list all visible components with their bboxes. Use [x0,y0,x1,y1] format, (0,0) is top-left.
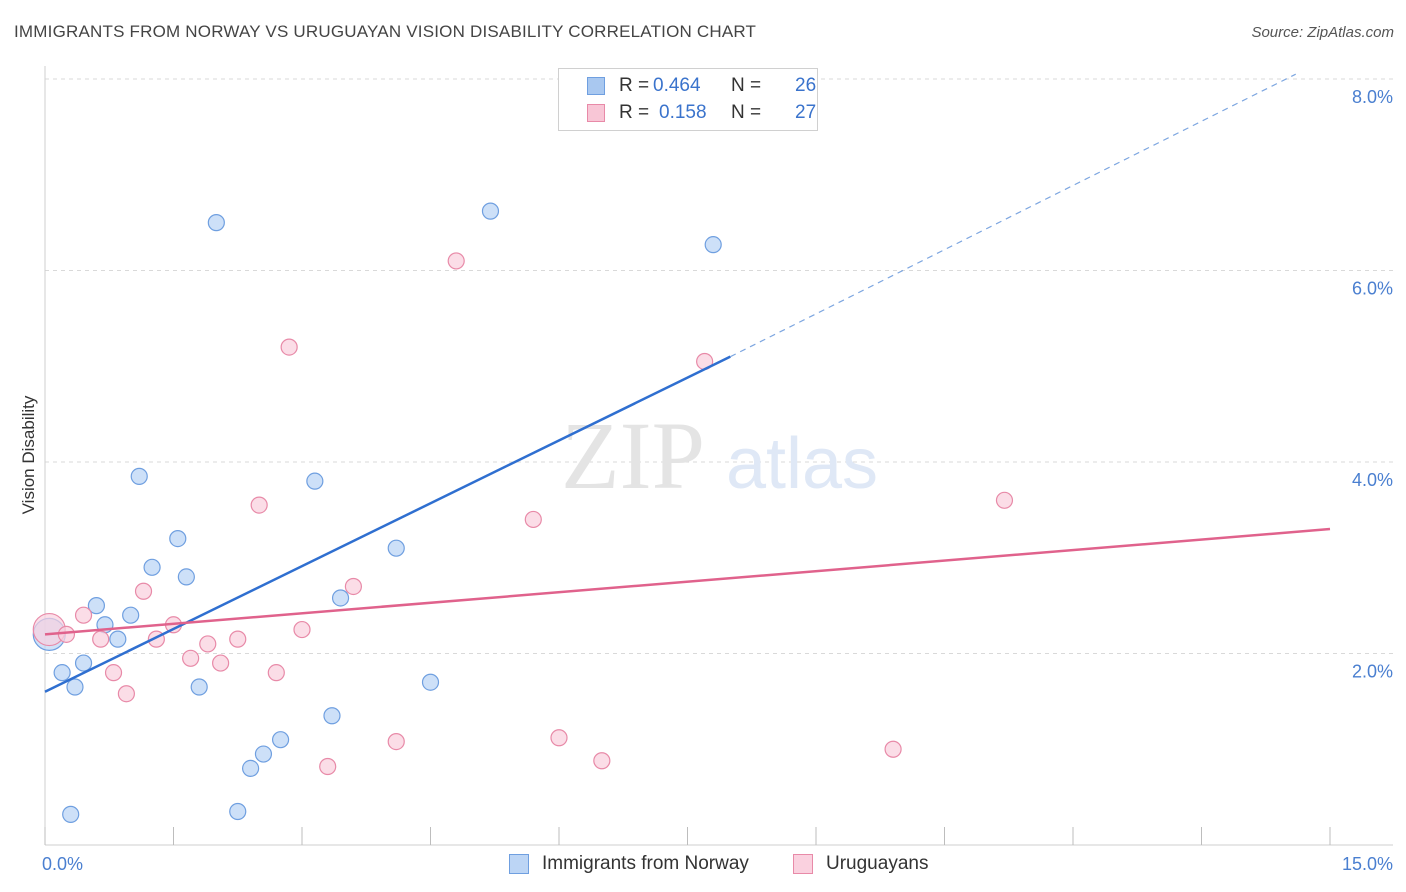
y-tick-label: 2.0% [1352,662,1393,682]
norway-point [271,731,290,749]
legend-swatch-uruguayans [587,104,605,122]
y-tick-label: 4.0% [1352,470,1393,490]
axes [44,66,1393,846]
norway-point [387,539,405,557]
legend-r-value: 0.464 [653,75,701,96]
uruguayan-trend-line [44,527,1331,636]
watermark-zip: ZIP [561,402,705,509]
y-tick-labels: 2.0% 4.0% 6.0% 8.0% [1352,87,1393,682]
stats-legend: R = 0.464 N = 26 R = 0.158 N = 27 [558,68,818,131]
norway-point [143,558,161,576]
norway-point [109,630,127,648]
norway-point [306,472,324,490]
norway-point [169,529,187,548]
uruguayan-point [524,510,542,529]
uruguayan-point [229,630,247,648]
bottom-legend-swatch-uruguayans [793,854,813,874]
watermark: ZIP atlas [561,402,878,509]
uruguayan-point [74,606,93,624]
legend-n-value: 27 [795,102,817,123]
uruguayan-point [293,620,311,639]
uruguayan-point [92,630,110,648]
uruguayan-point [267,664,285,682]
data-points [32,202,1014,823]
uruguayan-point [212,654,230,672]
source-credit: Source: ZipAtlas.com [1251,24,1394,41]
y-tick-label: 8.0% [1352,87,1393,107]
norway-point [177,568,195,586]
bottom-legend-label-uruguayans: Uruguayans [826,853,929,874]
norway-point [331,589,350,607]
uruguayan-point [134,582,153,600]
legend-r-value: 0.158 [659,102,707,123]
grid-lines [45,78,1393,654]
norway-point [122,606,140,624]
norway-point [74,654,93,672]
norway-point [87,597,106,615]
legend-n-label: N = [731,75,762,96]
norway-point [704,236,722,254]
uruguayan-point [199,635,217,653]
norway-point [421,673,440,691]
uruguayan-point [280,338,298,356]
legend-swatch-norway [587,77,605,95]
y-axis-title: Vision Disability [19,395,38,514]
trend-lines [44,73,1331,693]
norway-point [481,202,500,220]
bottom-legend-swatch-norway [509,854,529,874]
uruguayan-point [995,491,1014,509]
norway-point [323,707,341,725]
legend-n-value: 26 [795,75,817,96]
uruguayan-point [104,664,123,682]
norway-point [62,805,80,823]
norway-point [190,678,208,696]
x-tick-label: 15.0% [1342,854,1393,874]
watermark-atlas: atlas [726,424,878,504]
legend-n-label: N = [731,102,762,123]
uruguayan-point [884,740,902,758]
bottom-legend-label-norway: Immigrants from Norway [542,853,749,874]
uruguayan-point [250,496,268,514]
uruguayan-point [117,685,135,703]
norway-point [130,467,148,485]
x-tick-labels: 0.0% 15.0% [42,854,1393,874]
norway-trend-line [44,355,731,693]
uruguayan-point [182,649,200,667]
uruguayan-point [344,577,362,596]
uruguayan-point [593,752,611,770]
uruguayan-point [550,729,568,747]
norway-point [254,745,273,763]
uruguayan-point [57,625,76,643]
uruguayan-point [319,757,337,776]
uruguayan-point [447,252,465,270]
norway-point [229,802,247,821]
norway-point [242,759,260,778]
norway-point [53,664,71,682]
legend-r-label: R = [619,75,650,96]
chart-title: IMMIGRANTS FROM NORWAY VS URUGUAYAN VISI… [14,22,757,41]
norway-point [207,214,225,232]
x-tick-label: 0.0% [42,854,83,874]
uruguayan-point [387,732,405,751]
legend-r-label: R = [619,102,650,123]
y-tick-label: 6.0% [1352,279,1393,299]
norway-point [66,678,84,696]
